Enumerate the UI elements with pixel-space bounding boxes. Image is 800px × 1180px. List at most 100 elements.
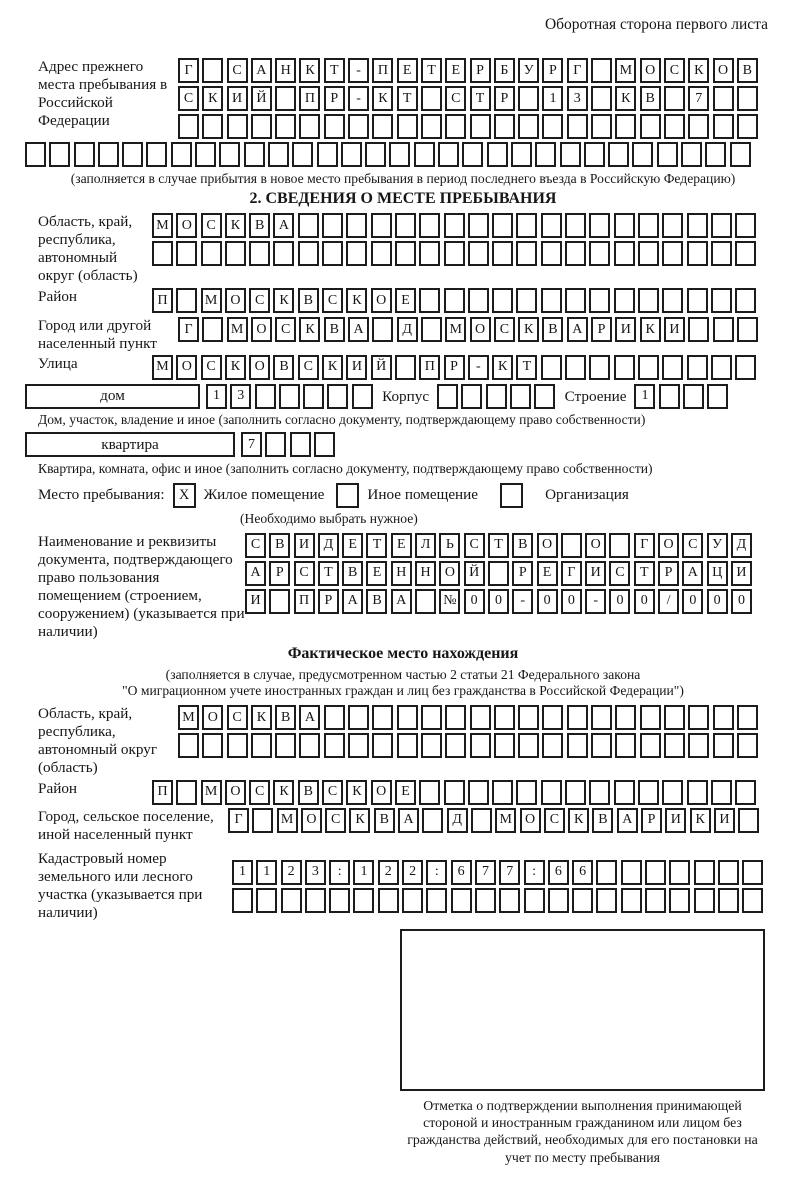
char-box	[688, 733, 710, 759]
char-box	[396, 733, 418, 759]
char-box	[742, 887, 764, 913]
char-box	[289, 432, 311, 458]
char-box	[202, 114, 224, 139]
char-box: Н	[275, 58, 297, 83]
char-box: В	[542, 317, 564, 343]
city-label: Город или другой населенный пункт	[38, 317, 157, 352]
char-box	[467, 241, 489, 267]
char-box: С	[493, 317, 515, 343]
char-box: О	[176, 213, 198, 239]
char-box: Й	[370, 354, 392, 380]
char-box	[487, 560, 509, 586]
option-organization-label: Организация	[545, 486, 629, 504]
char-box: К	[273, 288, 295, 314]
char-box	[25, 142, 46, 167]
char-box	[252, 807, 274, 833]
char-box	[445, 733, 467, 759]
char-box	[516, 213, 538, 239]
char-box: Г	[228, 807, 249, 833]
char-box	[620, 887, 642, 913]
char-box	[322, 241, 344, 267]
char-box: С	[543, 807, 565, 833]
char-box	[303, 383, 325, 409]
char-box: К	[250, 705, 272, 731]
char-box	[394, 354, 416, 380]
char-box: С	[226, 705, 248, 731]
char-box: С	[200, 354, 222, 380]
char-box	[316, 142, 338, 167]
prev-address-row-4	[25, 142, 768, 167]
char-box	[370, 213, 392, 239]
char-box	[372, 705, 394, 731]
char-box: 6	[547, 859, 569, 885]
char-box	[469, 705, 491, 731]
char-box: В	[366, 588, 388, 614]
char-box	[637, 779, 659, 805]
char-box	[97, 142, 119, 167]
char-box: 1	[542, 86, 564, 111]
char-box: А	[250, 58, 272, 83]
char-box: А	[342, 588, 364, 614]
char-box	[461, 383, 483, 409]
char-box	[202, 733, 224, 759]
char-box	[686, 213, 708, 239]
prev-address-block: Адрес прежнего места пребывания в Россий…	[38, 58, 768, 139]
char-box: О	[712, 58, 734, 83]
char-box: К	[273, 779, 295, 805]
char-box	[663, 86, 685, 111]
district-label: Район	[38, 288, 78, 306]
checkbox-organization	[500, 482, 524, 508]
char-box: Е	[445, 58, 467, 83]
char-box	[637, 213, 659, 239]
char-box	[656, 142, 678, 167]
char-box: Г	[566, 58, 588, 83]
char-box	[613, 354, 635, 380]
char-box: 2	[377, 859, 399, 885]
char-box: К	[224, 354, 246, 380]
char-box	[735, 241, 757, 267]
region-row-2	[152, 241, 759, 267]
char-box: И	[615, 317, 637, 343]
char-box: К	[615, 86, 637, 111]
char-box	[637, 288, 659, 314]
char-box: С	[275, 317, 297, 343]
char-box	[717, 887, 739, 913]
char-box	[669, 887, 691, 913]
char-box: О	[176, 354, 198, 380]
char-box: 0	[633, 588, 655, 614]
char-box	[565, 241, 587, 267]
char-box: Е	[536, 560, 558, 586]
char-box	[547, 887, 569, 913]
fact-region-block: Область, край, республика, автономный ок…	[38, 705, 768, 777]
char-box: И	[293, 532, 315, 558]
char-box: О	[536, 532, 558, 558]
char-box	[365, 142, 387, 167]
char-box: П	[299, 86, 321, 111]
page-side-note: Оборотная сторона первого листа	[544, 16, 768, 33]
char-box: Д	[317, 532, 339, 558]
char-box: К	[299, 317, 321, 343]
char-box	[269, 588, 291, 614]
char-box: К	[346, 288, 368, 314]
char-box	[250, 733, 272, 759]
char-box: О	[639, 58, 661, 83]
char-box	[202, 317, 224, 343]
prev-address-caption: (заполняется в случае прибытия в новое м…	[70, 171, 736, 186]
char-box: 7	[241, 432, 262, 458]
char-box	[348, 114, 370, 139]
char-box	[299, 733, 321, 759]
char-box: В	[269, 532, 291, 558]
char-box	[265, 432, 287, 458]
char-box	[565, 213, 587, 239]
char-box	[327, 383, 349, 409]
char-box: 3	[304, 859, 326, 885]
char-box: К	[372, 86, 394, 111]
